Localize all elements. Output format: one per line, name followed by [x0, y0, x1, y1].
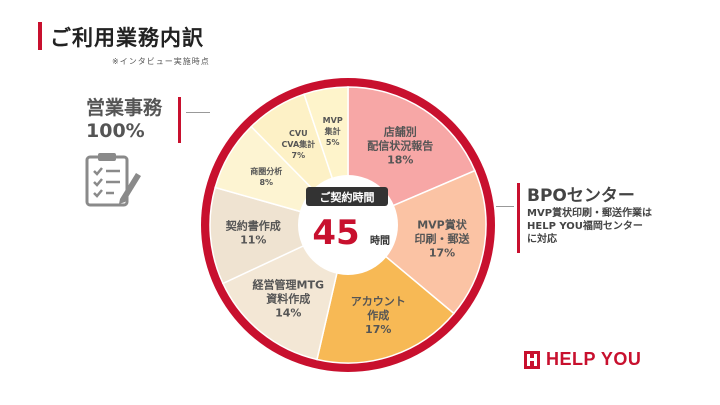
bpo-leader-line: [496, 206, 514, 207]
slice-label: 商圏分析: [250, 166, 282, 176]
slice-percent-label: 18%: [387, 154, 413, 167]
bpo-description-line: HELP YOU福岡センター: [527, 221, 643, 232]
slice-percent-label: 11%: [240, 234, 266, 247]
slice-percent-label: 8%: [259, 178, 273, 187]
page-title: ご利用業務内訳: [50, 26, 204, 50]
bpo-title: BPOセンター: [527, 186, 635, 206]
slice-label: 印刷・郵送: [414, 232, 470, 246]
slice-percent-label: 14%: [275, 307, 301, 320]
slice-percent-label: 7%: [292, 151, 306, 160]
slice-label: MVP賞状: [417, 218, 468, 232]
slice-label: 経営管理MTG: [253, 278, 324, 292]
slice-label: CVA集計: [281, 139, 315, 149]
slice-label: CVU: [289, 129, 308, 138]
pie-slice: [209, 186, 351, 285]
sales-title: 営業事務: [86, 97, 163, 119]
center-hours-value: 45: [312, 213, 359, 253]
sales-percentage: 100%: [86, 120, 145, 142]
clipboard-checklist-icon: [85, 153, 141, 207]
sales-leader-line: [186, 112, 210, 113]
help-you-logo-icon: [524, 350, 540, 369]
slice-label: アカウント: [351, 295, 406, 308]
slice-label: 配信状況報告: [367, 139, 433, 153]
bpo-accent-bar: [517, 183, 520, 253]
title-accent-bar: [38, 22, 42, 50]
center-hours-unit: 時間: [370, 234, 390, 247]
slice-label: 契約書作成: [225, 219, 281, 233]
sales-accent-bar: [178, 97, 181, 143]
slice-label: 集計: [324, 126, 341, 136]
center-label-box: [306, 187, 388, 206]
slice-label: MVP: [323, 116, 343, 125]
logo-text: HELP YOU: [546, 349, 642, 369]
slice-percent-label: 5%: [326, 138, 340, 147]
slice-percent-label: 17%: [429, 247, 455, 260]
brand-logo: HELP YOU: [524, 349, 641, 370]
bpo-description-line: MVP賞状印刷・郵送作業は: [527, 208, 653, 219]
slice-percent-label: 17%: [365, 323, 391, 336]
bpo-description: MVP賞状印刷・郵送作業は HELP YOU福岡センター に対応: [527, 207, 652, 246]
center-label: ご契約時間: [320, 190, 375, 204]
slice-label: 店舗別: [384, 125, 417, 139]
bpo-description-line: に対応: [527, 234, 557, 245]
slice-label: 作成: [367, 308, 389, 322]
page-note: ※インタビュー実施時点: [112, 57, 210, 66]
pie-slice: [346, 169, 487, 315]
slice-label: 資料作成: [266, 292, 310, 306]
